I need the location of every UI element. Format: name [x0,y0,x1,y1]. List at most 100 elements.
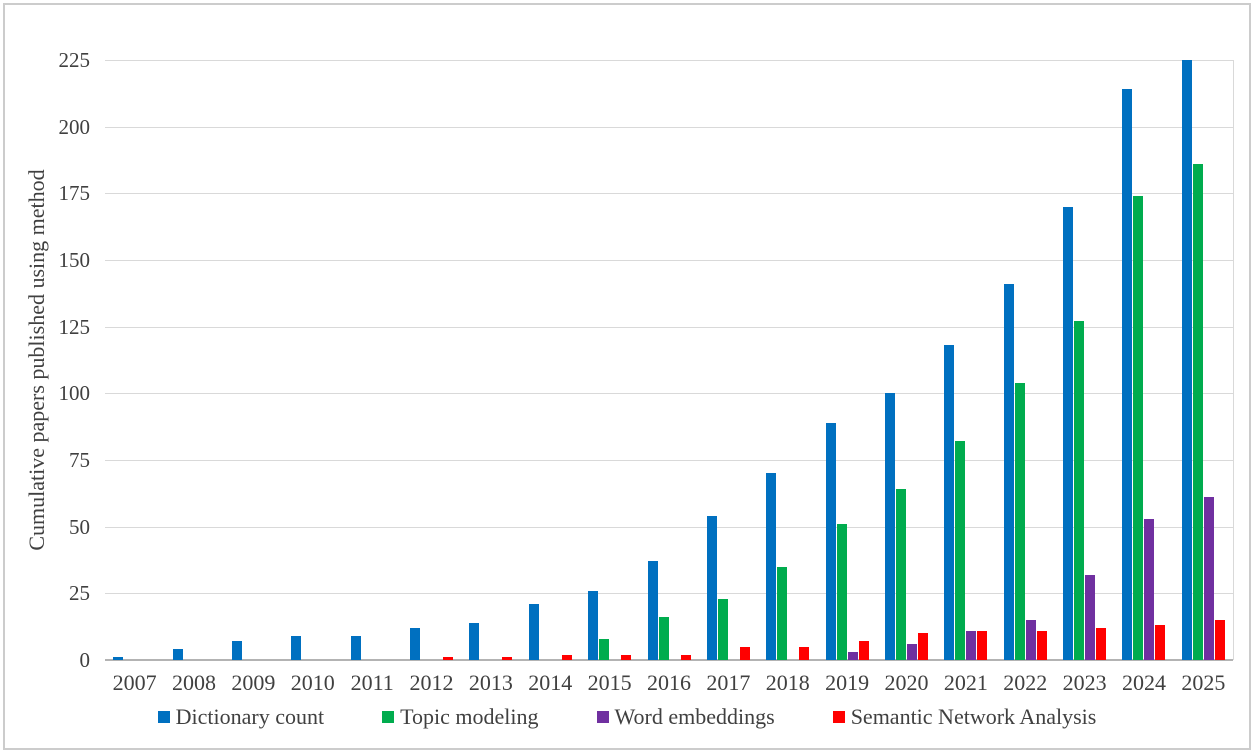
bar-dictionary-count-2012 [410,628,421,660]
gridline [105,260,1233,261]
y-tick-label: 150 [58,248,91,272]
legend-swatch-icon [596,711,609,723]
bar-topic-modeling-2017 [717,598,728,660]
bar-semantic-network-analysis-2019 [858,641,869,660]
bar-semantic-network-analysis-2012 [443,657,454,660]
bar-topic-modeling-2023 [1074,321,1085,660]
legend-swatch-icon [157,711,170,723]
y-tick-label: 175 [58,181,91,206]
legend-item-dictionary-count: Dictionary count [157,704,325,729]
legend-label: Word embeddings [614,704,775,729]
x-axis-label: 2022 [1003,670,1048,695]
bar-topic-modeling-2022 [1014,382,1025,660]
bar-dictionary-count-2021 [944,345,955,660]
bar-word-embeddings-2019 [847,652,858,660]
bar-topic-modeling-2019 [836,524,847,660]
bar-dictionary-count-2023 [1063,206,1074,660]
y-tick-label: 0 [79,648,91,672]
bar-semantic-network-analysis-2023 [1096,628,1107,660]
bar-semantic-network-analysis-2016 [680,654,691,660]
y-tick-label: 25 [69,581,90,606]
legend-label: Topic modeling [400,704,539,729]
bar-semantic-network-analysis-2025 [1214,620,1225,660]
plot-right-border [1233,60,1234,660]
bar-dictionary-count-2008 [172,649,183,660]
x-axis-label: 2011 [350,670,394,695]
x-axis-label: 2010 [290,670,335,695]
legend-label: Dictionary count [175,704,325,729]
x-axis-label: 2018 [765,670,810,695]
x-axis-line [105,659,1233,661]
bar-topic-modeling-2015 [599,638,610,660]
bar-dictionary-count-2016 [647,561,658,660]
x-axis-label: 2016 [647,670,691,695]
bar-dictionary-count-2017 [706,516,717,660]
bar-semantic-network-analysis-2020 [917,633,928,660]
bar-dictionary-count-2010 [291,636,302,660]
x-axis-label: 2013 [468,670,513,695]
legend-item-semantic-network-analysis: Semantic Network Analysis [832,704,1097,729]
bar-semantic-network-analysis-2022 [1036,630,1047,660]
legend-swatch-icon [382,711,395,723]
bar-topic-modeling-2025 [1192,164,1203,660]
bar-dictionary-count-2024 [1122,89,1133,660]
gridline [105,460,1233,461]
bar-topic-modeling-2021 [955,441,966,660]
x-axis-label: 2014 [528,670,573,695]
x-axis-label: 2023 [1062,670,1107,695]
y-tick-label: 200 [58,114,91,139]
bar-semantic-network-analysis-2017 [739,646,750,660]
bar-dictionary-count-2015 [588,590,599,660]
bar-word-embeddings-2020 [906,644,917,660]
x-axis-label: 2015 [587,670,632,695]
bar-topic-modeling-2016 [658,617,669,660]
bar-dictionary-count-2025 [1181,60,1192,660]
y-tick-label: 225 [58,48,91,72]
x-axis-label: 2012 [409,670,454,695]
gridline [105,593,1233,595]
bar-dictionary-count-2013 [469,622,480,660]
bar-dictionary-count-2020 [884,393,895,660]
x-axis-label: 2007 [112,670,157,695]
bar-semantic-network-analysis-2013 [502,657,513,660]
x-axis-label: 2008 [172,670,217,695]
bar-dictionary-count-2011 [350,636,361,660]
bar-dictionary-count-2018 [766,473,777,660]
x-axis-label: 2017 [706,670,751,695]
gridline [105,60,1233,61]
gridline [105,326,1233,328]
bar-topic-modeling-2018 [777,566,788,660]
legend-label: Semantic Network Analysis [850,704,1097,729]
bar-word-embeddings-2022 [1025,620,1036,660]
x-axis-label: 2024 [1121,670,1166,695]
bar-semantic-network-analysis-2015 [621,654,632,660]
legend-swatch-icon [832,711,845,723]
bar-semantic-network-analysis-2018 [799,646,810,660]
bar-semantic-network-analysis-2021 [977,630,988,660]
y-tick-label: 75 [69,448,90,472]
bar-word-embeddings-2025 [1203,497,1214,660]
bar-dictionary-count-2014 [528,604,539,660]
legend: Dictionary count Topic modeling Word embed… [0,701,1254,733]
x-axis-label: 2025 [1181,670,1226,695]
legend-item-word-embeddings: Word embeddings [596,704,775,729]
x-axis-label: 2021 [943,670,988,695]
y-tick-label: 50 [69,514,90,539]
x-axis-label: 2019 [825,670,870,695]
y-tick-label: 125 [58,314,91,339]
bar-word-embeddings-2024 [1144,518,1155,660]
gridline [105,393,1233,395]
bar-dictionary-count-2007 [113,657,124,660]
gridline [105,126,1233,128]
bar-word-embeddings-2021 [966,630,977,660]
bar-word-embeddings-2023 [1085,574,1096,660]
bar-semantic-network-analysis-2014 [561,654,572,660]
gridline [105,193,1233,195]
legend-item-topic-modeling: Topic modeling [382,704,539,729]
bar-topic-modeling-2024 [1133,196,1144,660]
y-tick-label: 100 [58,381,91,406]
bar-semantic-network-analysis-2024 [1155,625,1166,660]
bar-dictionary-count-2019 [825,422,836,660]
bar-dictionary-count-2022 [1003,284,1014,660]
